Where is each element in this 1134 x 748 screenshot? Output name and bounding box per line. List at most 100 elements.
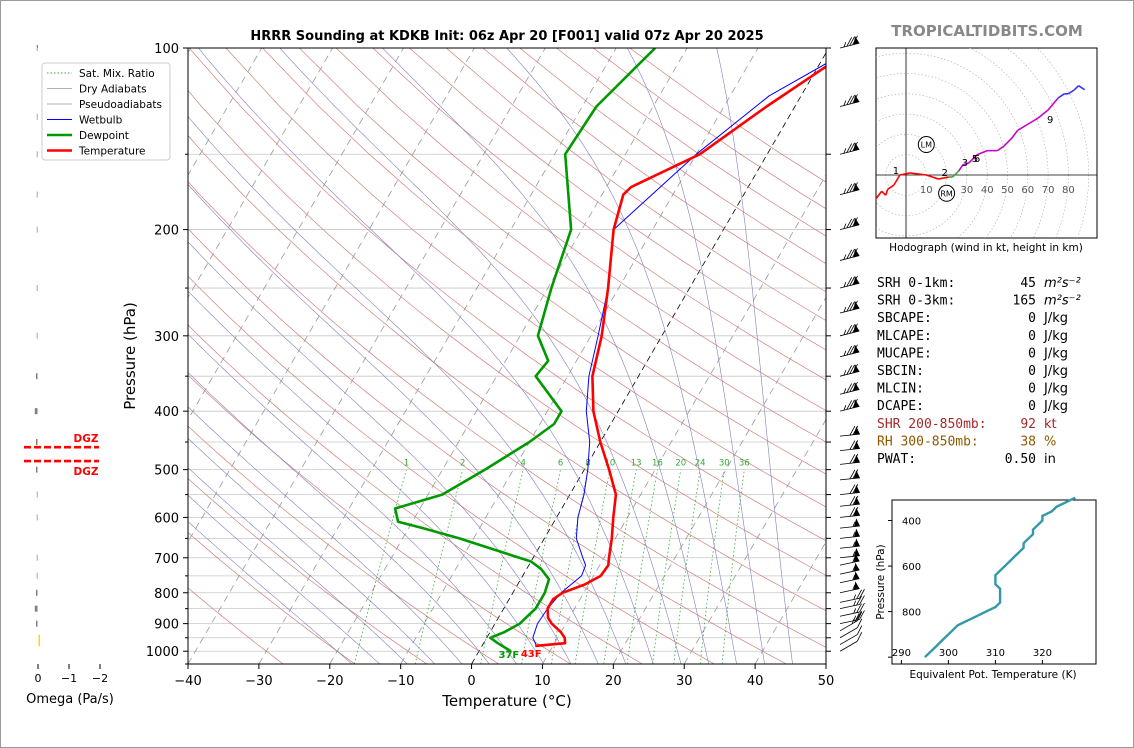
barb-feather	[852, 363, 858, 374]
isotherm	[329, 48, 688, 664]
barb-flag	[853, 426, 860, 435]
wind-barb	[839, 618, 863, 639]
barb-half-feather	[843, 223, 847, 229]
mixing-ratio-line	[652, 469, 682, 664]
hodograph-ring-label: 10	[920, 185, 933, 196]
skewt-plot-frame	[187, 47, 827, 665]
wind-barb	[839, 538, 860, 549]
barb-flag	[853, 344, 860, 354]
wind-barb	[839, 300, 860, 314]
barb-feather	[849, 142, 855, 152]
barb-half-feather	[853, 600, 857, 606]
storm-motion-label: RM	[940, 189, 953, 198]
mixing-ratio-label: 36	[739, 459, 750, 469]
param-row: PWAT: 0.50 in	[877, 452, 1056, 467]
barb-flag	[853, 496, 860, 505]
barb-half-feather	[852, 531, 856, 538]
barb-feather	[852, 217, 858, 227]
moist-adiabat	[198, 48, 654, 664]
dry-adiabat	[188, 587, 284, 664]
barb-flag	[853, 528, 860, 537]
omega-bar	[36, 373, 38, 380]
wind-barb	[839, 625, 863, 645]
dry-adiabat	[262, 48, 826, 475]
barb-feather	[852, 35, 858, 46]
hodograph-height-label: 9	[1047, 115, 1053, 126]
dgz-label: DGZ	[74, 466, 99, 478]
omega-bar	[36, 226, 38, 233]
barb-flag	[853, 538, 860, 547]
barb-flag	[853, 36, 860, 45]
omega-tick-label: −1	[61, 672, 77, 685]
storm-motion-label: LM	[921, 141, 932, 150]
wind-barb	[839, 484, 860, 495]
wind-barb	[839, 217, 860, 230]
barb-feather	[852, 440, 859, 450]
barb-feather	[852, 248, 858, 258]
moist-adiabat	[188, 406, 463, 664]
barb-flag	[853, 484, 860, 494]
param-row: SBCAPE: 0 J/kg	[877, 311, 1068, 326]
wind-barb	[839, 581, 860, 594]
mixing-ratio-line	[603, 469, 637, 664]
theta-e-ylabel: Pressure (hPa)	[875, 544, 887, 619]
barb-half-feather	[843, 254, 847, 260]
barb-feather	[846, 400, 853, 410]
hodograph-segment	[996, 145, 1004, 152]
barb-feather	[846, 95, 853, 105]
mixing-ratio-label: 1	[404, 459, 409, 469]
barb-flag	[853, 142, 860, 151]
barb-feather	[849, 217, 855, 228]
omega-bar	[36, 113, 38, 120]
hodograph-height-label: 2	[941, 168, 947, 179]
param-value: 92	[1020, 417, 1036, 432]
barb-feather	[846, 37, 853, 47]
omega-bar	[38, 634, 40, 641]
barb-feather	[859, 595, 865, 605]
barb-shaft	[839, 620, 858, 632]
skewt-background-lines: 1 2 4 6 8 10 13 16 20 24 30 36	[188, 48, 826, 664]
param-unit: J/kg	[1043, 329, 1068, 344]
dry-adiabat	[445, 48, 826, 321]
legend-label: Temperature	[78, 146, 146, 158]
omega-tick-label: 0	[35, 672, 42, 685]
param-unit: m²s⁻²	[1044, 294, 1081, 309]
param-row: MLCAPE: 0 J/kg	[877, 329, 1068, 344]
barb-feather	[849, 440, 856, 450]
barb-feather	[852, 182, 858, 192]
surface-dewpoint-label: 37F	[498, 650, 519, 661]
param-unit: m²s⁻²	[1044, 276, 1081, 291]
moist-adiabat	[188, 494, 380, 664]
hodograph-segment	[881, 190, 887, 196]
x-tick-label: 10	[534, 674, 551, 689]
hodograph-segment	[962, 162, 970, 166]
param-value: 45	[1020, 276, 1036, 291]
param-value: 165	[1013, 294, 1036, 309]
wind-barb	[839, 440, 860, 452]
barb-feather	[846, 218, 853, 229]
barb-shaft	[839, 535, 860, 539]
barb-flag	[853, 454, 860, 463]
param-value: 0	[1028, 329, 1036, 344]
omega-bar	[36, 332, 38, 339]
dry-adiabat	[188, 135, 826, 612]
wind-barb	[839, 528, 860, 539]
theta-e-y-tick-label: 400	[902, 517, 921, 528]
barb-half-feather	[853, 594, 857, 600]
barb-half-feather	[843, 370, 847, 376]
y-tick-label: 200	[154, 224, 179, 239]
barb-feather	[856, 589, 862, 600]
y-tick-label: 700	[154, 552, 179, 567]
hodograph-height-label: 1	[893, 166, 899, 177]
barb-feather	[856, 632, 863, 642]
barb-half-feather	[852, 566, 856, 572]
barb-half-feather	[843, 329, 847, 335]
omega-panel: 0 −1 −2 DGZ DGZ	[24, 45, 108, 685]
barb-feather	[852, 94, 858, 104]
barb-feather	[859, 589, 865, 599]
barb-shaft	[839, 627, 858, 639]
barb-feather	[846, 183, 853, 194]
barb-shaft	[839, 604, 860, 610]
wind-barb	[839, 398, 860, 412]
barb-half-feather	[843, 306, 847, 313]
